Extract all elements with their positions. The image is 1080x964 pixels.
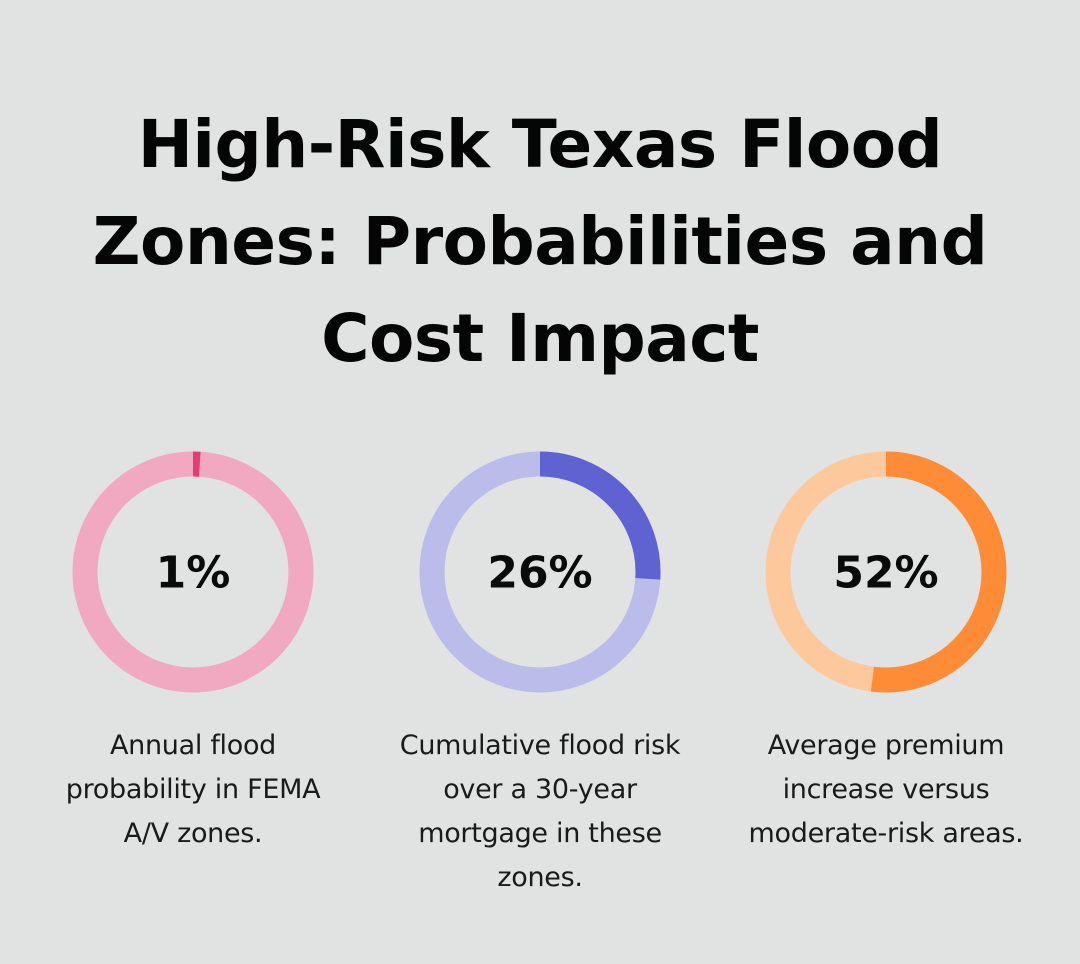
stat-card: 52% Average premium increase versus mode… — [736, 450, 1036, 856]
stat-caption: Cumulative flood risk over a 30-year mor… — [399, 730, 681, 893]
donut-value-label: 52% — [833, 548, 938, 599]
stat-caption: Annual flood probability in FEMA A/V zon… — [65, 730, 321, 849]
stat-card: 1% Annual flood probability in FEMA A/V … — [43, 450, 343, 856]
donut-value-arc — [870, 451, 1007, 693]
page-title: High-Risk Texas Flood Zones: Probabiliti… — [92, 106, 988, 377]
donut-value-arc — [539, 451, 661, 580]
donut-chart: 1% — [72, 451, 314, 693]
donut-chart: 26% — [419, 451, 661, 693]
stat-card: 26% Cumulative flood risk over a 30-year… — [390, 450, 690, 900]
stat-caption: Average premium increase versus moderate… — [748, 730, 1024, 849]
donut-chart: 52% — [765, 451, 1007, 693]
donut-value-label: 1% — [156, 548, 231, 599]
donut-value-label: 26% — [487, 548, 592, 599]
